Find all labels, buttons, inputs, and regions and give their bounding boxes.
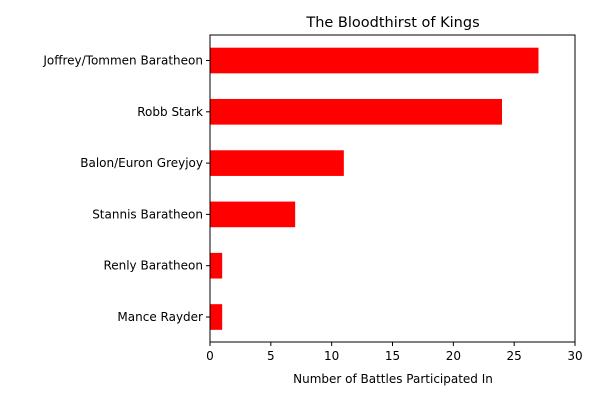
y-tick-label: Robb Stark <box>137 105 203 119</box>
y-axis-ticks: Joffrey/Tommen Baratheon Robb Stark Balon/… <box>42 54 210 324</box>
x-axis-ticks: 0 5 10 15 20 25 30 <box>206 342 583 363</box>
bar <box>210 304 223 330</box>
x-tick-label: 10 <box>324 349 339 363</box>
x-tick-label: 20 <box>446 349 461 363</box>
x-tick-label: 0 <box>206 349 214 363</box>
chart-title: The Bloodthirst of Kings <box>305 15 479 31</box>
x-axis-label: Number of Battles Participated In <box>293 372 493 386</box>
x-tick-label: 30 <box>567 349 582 363</box>
bar <box>210 98 502 125</box>
bar <box>210 150 344 176</box>
y-tick-label: Joffrey/Tommen Baratheon <box>42 54 203 68</box>
bar <box>210 201 296 228</box>
bar <box>210 47 539 74</box>
y-tick-label: Renly Baratheon <box>103 259 203 273</box>
y-tick-label: Balon/Euron Greyjoy <box>80 156 203 170</box>
x-tick-label: 5 <box>267 349 275 363</box>
bars-layer <box>210 47 539 330</box>
x-tick-label: 25 <box>507 349 522 363</box>
y-tick-label: Stannis Baratheon <box>92 207 203 221</box>
plot-area-frame <box>209 34 576 343</box>
x-tick-label: 15 <box>385 349 400 363</box>
bar <box>210 252 223 279</box>
y-tick-label: Mance Rayder <box>117 310 203 324</box>
